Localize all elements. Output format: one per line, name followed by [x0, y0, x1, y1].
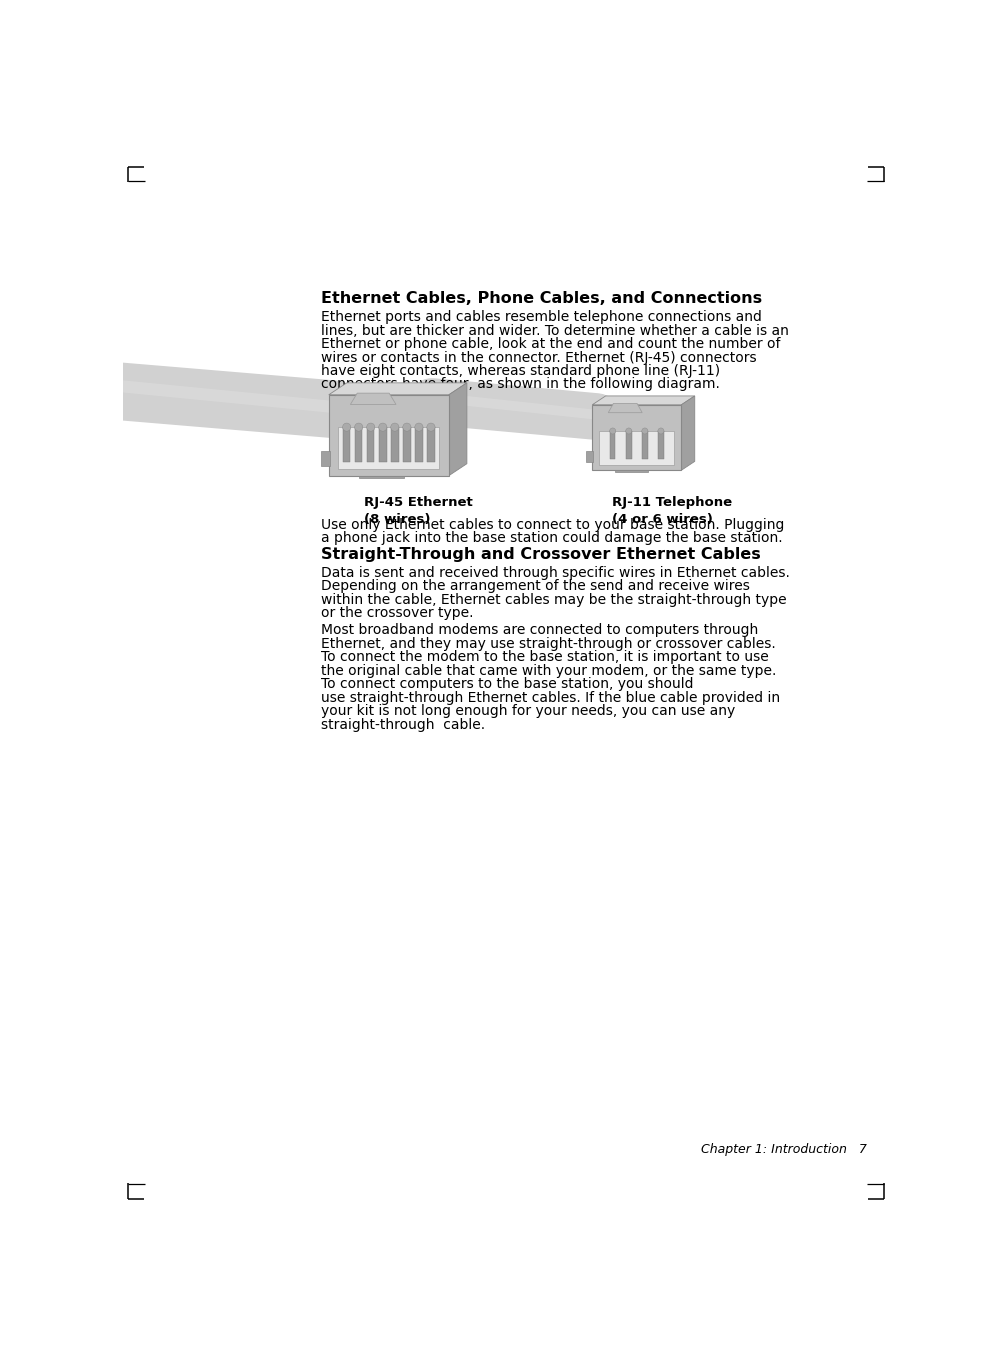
- Bar: [328, 395, 449, 476]
- Bar: [379, 427, 387, 461]
- Text: RJ-11 Telephone
(4 or 6 wires): RJ-11 Telephone (4 or 6 wires): [611, 496, 731, 526]
- Text: Use only Ethernet cables to connect to your base station. Plugging: Use only Ethernet cables to connect to y…: [320, 518, 784, 531]
- Polygon shape: [350, 393, 395, 404]
- Text: within the cable, Ethernet cables may be the straight-through type: within the cable, Ethernet cables may be…: [320, 592, 786, 607]
- Bar: [342, 427, 350, 461]
- Text: To connect computers to the base station, you should: To connect computers to the base station…: [320, 677, 693, 691]
- Bar: [402, 427, 410, 461]
- Text: or the crossover type.: or the crossover type.: [320, 606, 473, 621]
- Polygon shape: [359, 476, 404, 477]
- Circle shape: [625, 429, 631, 434]
- Bar: [355, 427, 362, 461]
- Circle shape: [414, 423, 423, 431]
- Bar: [625, 431, 631, 458]
- Circle shape: [379, 423, 387, 431]
- Text: Straight-Through and Crossover Ethernet Cables: Straight-Through and Crossover Ethernet …: [320, 548, 760, 562]
- Text: Ethernet Cables, Phone Cables, and Connections: Ethernet Cables, Phone Cables, and Conne…: [320, 291, 761, 306]
- Bar: [642, 431, 647, 458]
- Bar: [390, 427, 398, 461]
- Circle shape: [641, 429, 647, 434]
- Text: your kit is not long enough for your needs, you can use any: your kit is not long enough for your nee…: [320, 704, 735, 718]
- Bar: [427, 427, 434, 461]
- Polygon shape: [680, 396, 694, 470]
- Bar: [367, 427, 374, 461]
- Text: connectors have four, as shown in the following diagram.: connectors have four, as shown in the fo…: [320, 377, 719, 392]
- Text: Ethernet or phone cable, look at the end and count the number of: Ethernet or phone cable, look at the end…: [320, 337, 780, 352]
- Circle shape: [366, 423, 375, 431]
- Polygon shape: [328, 383, 466, 395]
- Text: Most broadband modems are connected to computers through: Most broadband modems are connected to c…: [320, 623, 757, 638]
- Text: the original cable that came with your modem, or the same type.: the original cable that came with your m…: [320, 664, 776, 677]
- Text: Depending on the arrangement of the send and receive wires: Depending on the arrangement of the send…: [320, 579, 749, 594]
- Bar: [415, 427, 422, 461]
- Bar: [338, 427, 439, 469]
- Text: lines, but are thicker and wider. To determine whether a cable is an: lines, but are thicker and wider. To det…: [320, 323, 788, 338]
- Text: Ethernet ports and cables resemble telephone connections and: Ethernet ports and cables resemble telep…: [320, 310, 761, 324]
- Text: Ethernet, and they may use straight-through or crossover cables.: Ethernet, and they may use straight-thro…: [320, 637, 775, 650]
- Text: straight-through  cable.: straight-through cable.: [320, 718, 485, 731]
- Circle shape: [342, 423, 350, 431]
- Text: To connect the modem to the base station, it is important to use: To connect the modem to the base station…: [320, 650, 768, 664]
- Circle shape: [402, 423, 410, 431]
- Bar: [599, 431, 673, 465]
- Circle shape: [426, 423, 435, 431]
- Bar: [609, 431, 615, 458]
- Polygon shape: [449, 383, 466, 476]
- Text: a phone jack into the base station could damage the base station.: a phone jack into the base station could…: [320, 531, 782, 545]
- Bar: [320, 452, 329, 466]
- Bar: [586, 450, 593, 462]
- Text: have eight contacts, whereas standard phone line (RJ-11): have eight contacts, whereas standard ph…: [320, 364, 720, 379]
- Circle shape: [609, 429, 615, 434]
- Text: RJ-45 Ethernet
(8 wires): RJ-45 Ethernet (8 wires): [363, 496, 472, 526]
- Polygon shape: [592, 396, 694, 404]
- Circle shape: [354, 423, 363, 431]
- Polygon shape: [614, 470, 648, 472]
- Text: Data is sent and received through specific wires in Ethernet cables.: Data is sent and received through specif…: [320, 565, 789, 580]
- Text: Chapter 1: Introduction   7: Chapter 1: Introduction 7: [700, 1142, 866, 1156]
- Polygon shape: [607, 403, 642, 412]
- Text: wires or contacts in the connector. Ethernet (RJ-45) connectors: wires or contacts in the connector. Ethe…: [320, 350, 756, 365]
- Circle shape: [658, 429, 664, 434]
- Bar: [658, 431, 663, 458]
- Bar: [592, 404, 680, 470]
- Text: use straight-through Ethernet cables. If the blue cable provided in: use straight-through Ethernet cables. If…: [320, 691, 779, 704]
- Circle shape: [390, 423, 398, 431]
